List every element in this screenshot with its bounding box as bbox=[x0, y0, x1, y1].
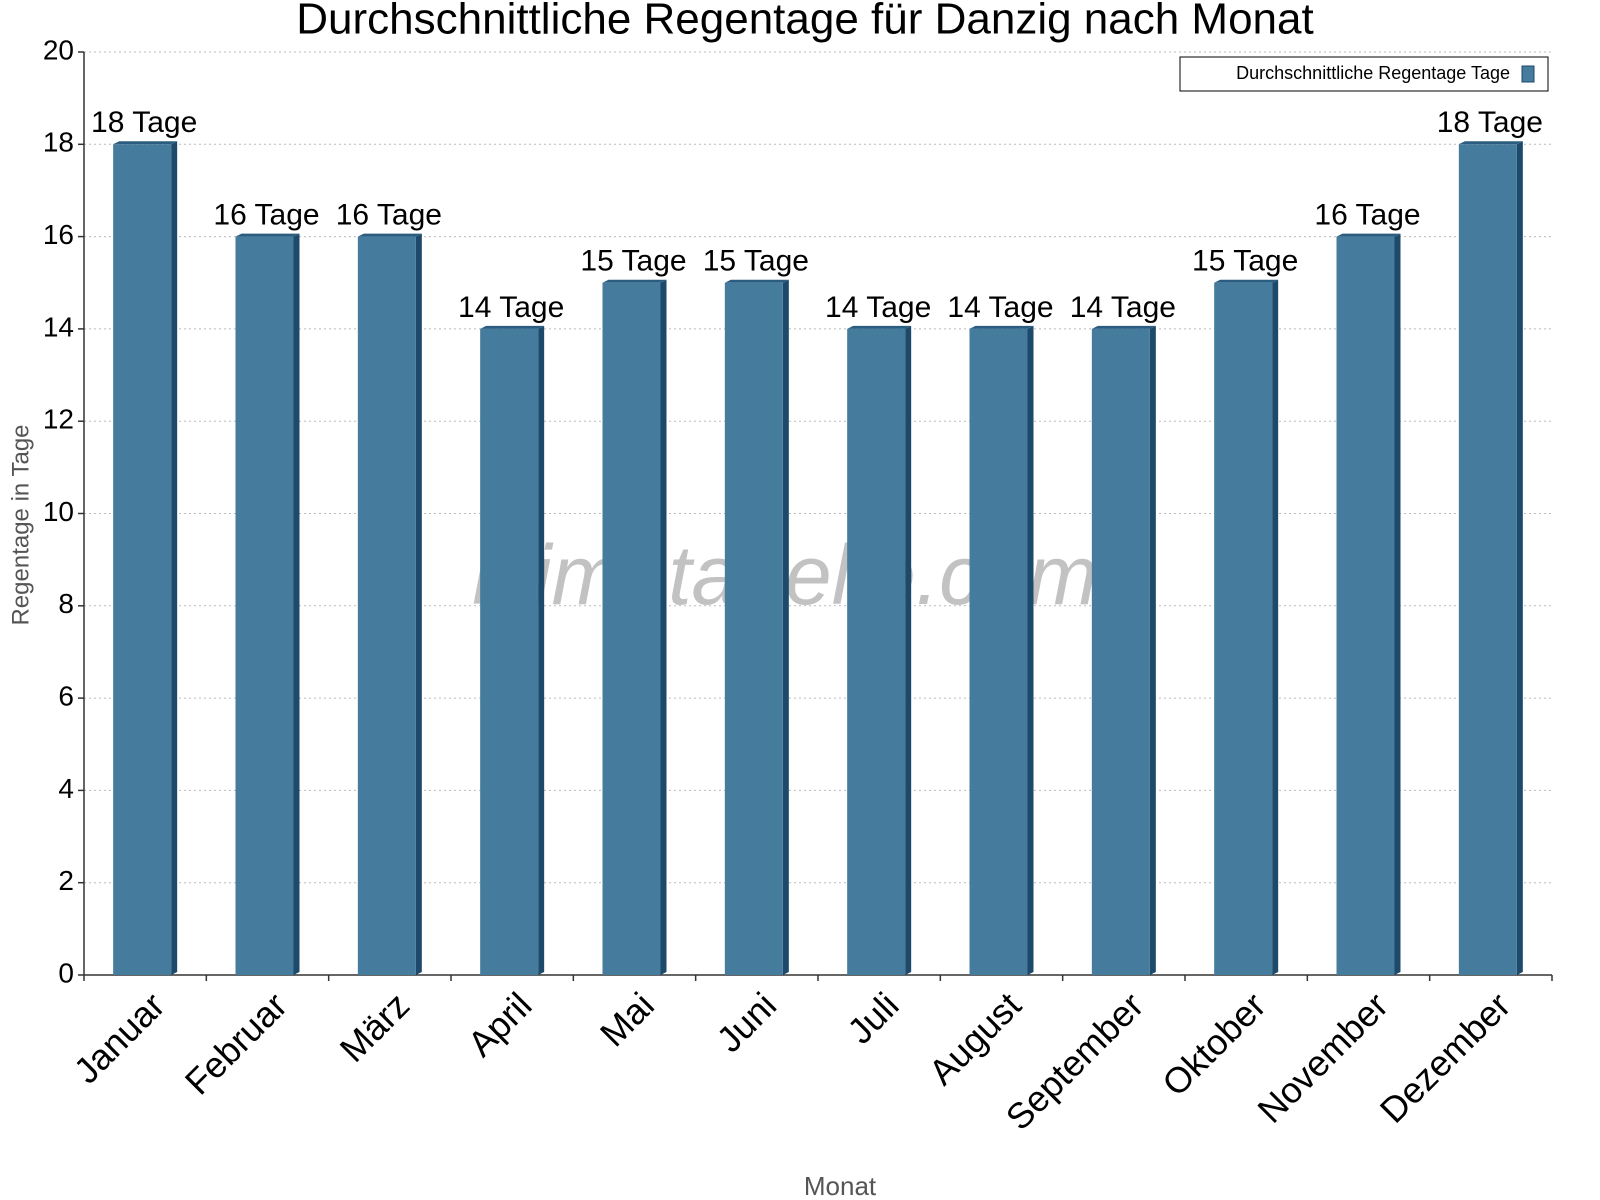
bar bbox=[602, 282, 661, 975]
bar bbox=[969, 328, 1028, 975]
y-tick-label: 12 bbox=[43, 404, 74, 435]
bar-side bbox=[1516, 141, 1523, 976]
value-label: 18 Tage bbox=[1437, 106, 1543, 139]
value-label: 14 Tage bbox=[1070, 291, 1176, 324]
y-tick-label: 4 bbox=[58, 773, 74, 804]
bar bbox=[357, 236, 416, 976]
legend-swatch bbox=[1521, 65, 1535, 83]
x-tick-label: Dezember bbox=[1372, 984, 1518, 1130]
value-label: 16 Tage bbox=[336, 199, 442, 232]
legend-box bbox=[1179, 56, 1549, 92]
bar-top bbox=[1091, 325, 1156, 329]
y-tick-label: 10 bbox=[43, 496, 74, 527]
bar-top bbox=[1336, 233, 1401, 237]
bar-top bbox=[235, 233, 300, 237]
y-tick-label: 8 bbox=[58, 588, 74, 619]
y-tick-label: 6 bbox=[58, 680, 74, 711]
x-axis-label: Monat bbox=[804, 1171, 877, 1200]
bar-side bbox=[293, 233, 300, 976]
bar bbox=[1458, 144, 1517, 976]
value-label: 15 Tage bbox=[580, 245, 686, 278]
bar bbox=[1336, 236, 1395, 976]
y-tick-label: 2 bbox=[58, 865, 74, 896]
y-tick-label: 20 bbox=[43, 34, 74, 65]
x-tick-label: Juli bbox=[839, 984, 906, 1051]
bar-side bbox=[1394, 233, 1401, 976]
x-tick-label: November bbox=[1249, 984, 1395, 1130]
bar-side bbox=[1149, 325, 1156, 975]
bar bbox=[113, 144, 172, 976]
x-tick-label: Februar bbox=[177, 984, 295, 1102]
x-tick-label: April bbox=[460, 984, 540, 1064]
bar-top bbox=[357, 233, 422, 237]
value-label: 15 Tage bbox=[1192, 245, 1298, 278]
bar bbox=[480, 328, 539, 975]
bar-side bbox=[905, 325, 912, 975]
value-label: 18 Tage bbox=[91, 106, 197, 139]
bar-top bbox=[724, 279, 789, 283]
bar-top bbox=[1458, 141, 1523, 145]
bar-side bbox=[1272, 279, 1279, 975]
y-tick-label: 14 bbox=[43, 311, 74, 342]
bar bbox=[847, 328, 906, 975]
bar-top bbox=[847, 325, 912, 329]
bar bbox=[1091, 328, 1150, 975]
bar bbox=[235, 236, 294, 976]
value-label: 16 Tage bbox=[213, 199, 319, 232]
x-tick-label: Juni bbox=[709, 984, 785, 1060]
bar-top bbox=[1214, 279, 1279, 283]
bar-top bbox=[480, 325, 545, 329]
y-tick-label: 0 bbox=[58, 957, 74, 988]
bar-side bbox=[660, 279, 667, 975]
bar-top bbox=[602, 279, 667, 283]
bar-side bbox=[782, 279, 789, 975]
value-label: 14 Tage bbox=[825, 291, 931, 324]
value-label: 15 Tage bbox=[703, 245, 809, 278]
x-tick-label: März bbox=[332, 984, 418, 1070]
value-label: 14 Tage bbox=[947, 291, 1053, 324]
x-tick-label: Oktober bbox=[1154, 984, 1274, 1104]
value-label: 16 Tage bbox=[1314, 199, 1420, 232]
bar-side bbox=[1027, 325, 1034, 975]
x-tick-label: August bbox=[921, 984, 1029, 1092]
legend-label: Durchschnittliche Regentage Tage bbox=[1236, 63, 1510, 83]
bar-side bbox=[415, 233, 422, 976]
bar-side bbox=[538, 325, 545, 975]
x-tick-label: Mai bbox=[592, 984, 662, 1054]
value-label: 14 Tage bbox=[458, 291, 564, 324]
chart-title: Durchschnittliche Regentage für Danzig n… bbox=[296, 0, 1313, 44]
bar bbox=[724, 282, 783, 975]
x-tick-label: Januar bbox=[66, 984, 173, 1091]
bar bbox=[1214, 282, 1273, 975]
bar-top bbox=[969, 325, 1034, 329]
y-tick-label: 18 bbox=[43, 127, 74, 158]
bar-side bbox=[171, 141, 178, 976]
y-axis-label: Regentage in Tage bbox=[7, 424, 34, 625]
legend: Durchschnittliche Regentage Tage bbox=[1179, 56, 1549, 92]
y-tick-label: 16 bbox=[43, 219, 74, 250]
bar-top bbox=[113, 141, 178, 145]
